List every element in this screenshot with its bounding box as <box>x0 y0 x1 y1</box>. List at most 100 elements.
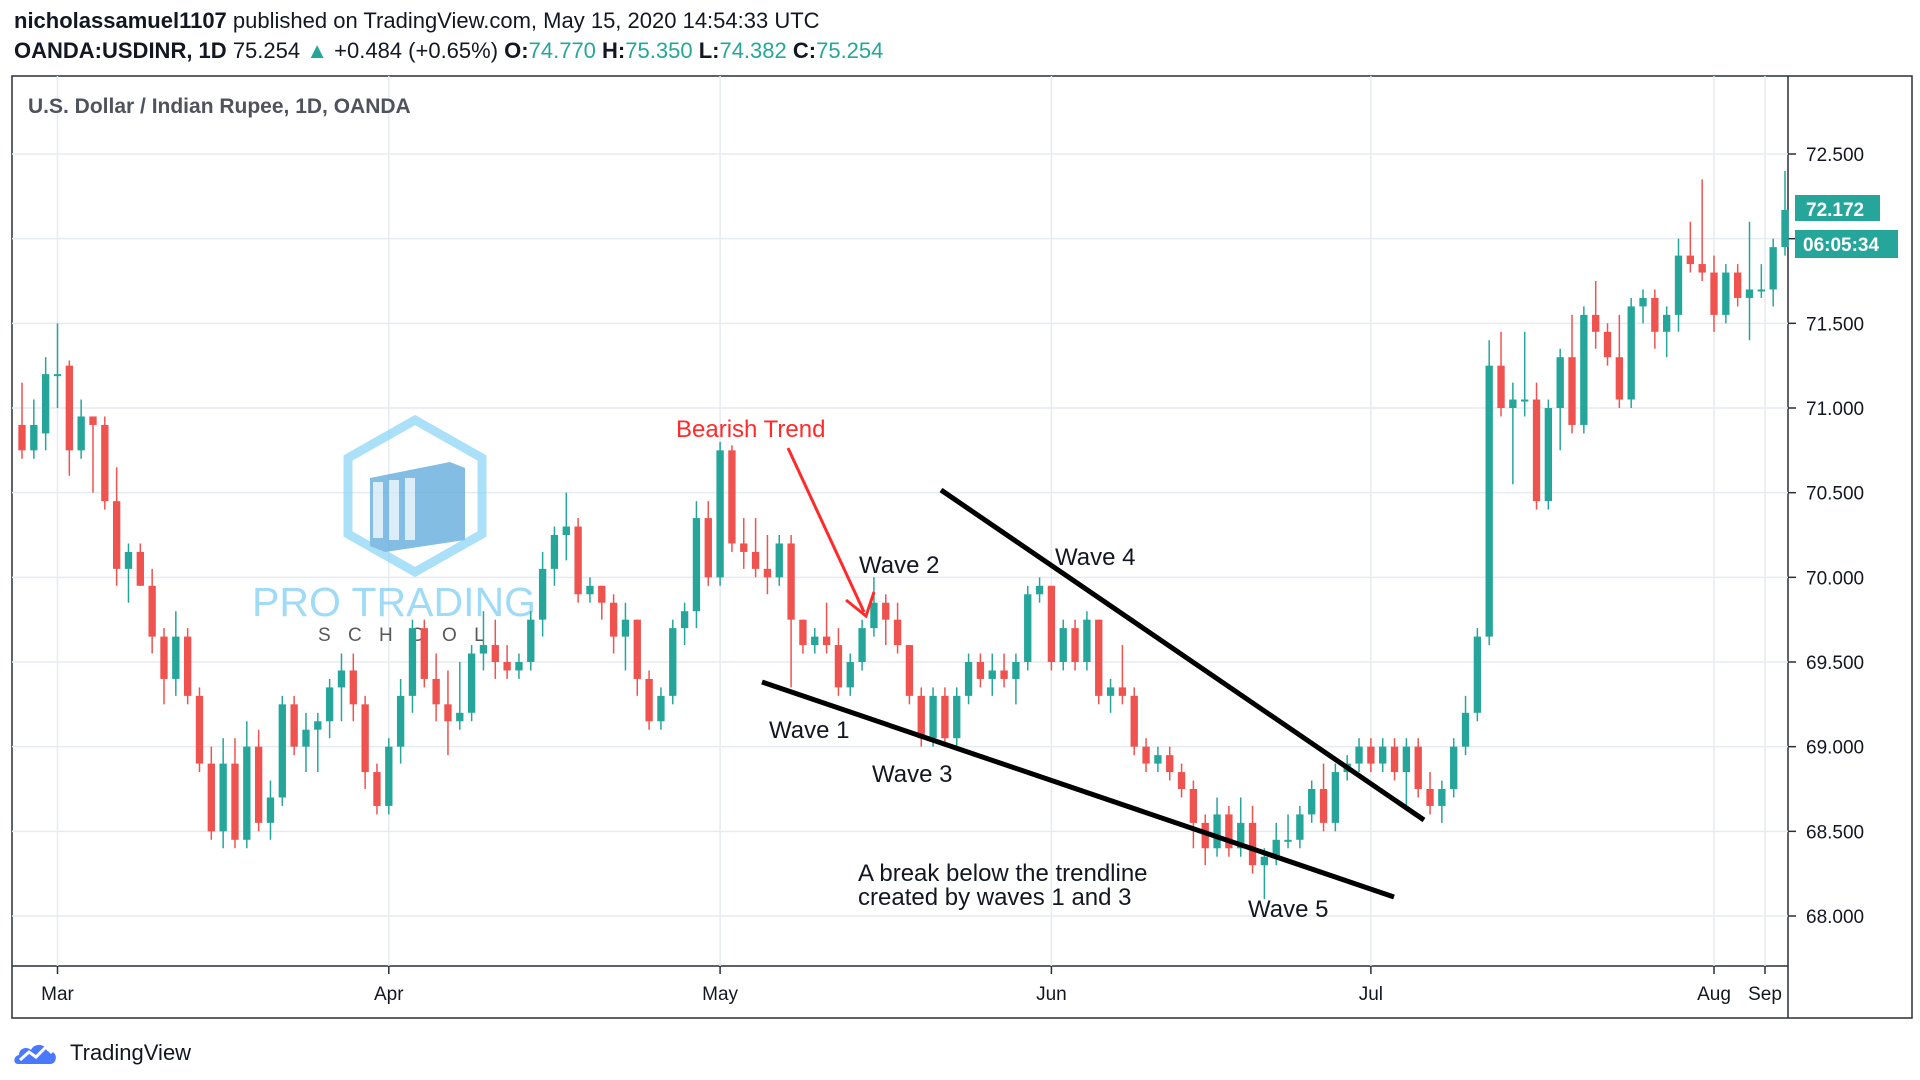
candle <box>905 645 914 705</box>
candle-body <box>1544 408 1553 502</box>
candle-body <box>503 662 511 671</box>
candle-body <box>787 543 795 620</box>
candle-body <box>432 678 440 705</box>
candle-body <box>751 551 760 569</box>
candle-body <box>1024 594 1032 662</box>
candle-body <box>1485 365 1493 637</box>
candle <box>148 568 156 654</box>
candle <box>408 619 417 713</box>
candle-body <box>444 704 452 722</box>
candle <box>870 577 878 637</box>
candle <box>929 687 937 747</box>
close-value: 75.254 <box>816 38 884 63</box>
candle-body <box>456 712 464 722</box>
logo-bar <box>389 480 399 540</box>
candle-body <box>1698 264 1706 273</box>
candle <box>645 670 653 730</box>
ohlc-header: OANDA:USDINR, 1D 75.254 ▲ +0.484 (+0.65%… <box>14 38 883 64</box>
candle <box>1722 264 1730 324</box>
candle <box>420 619 428 688</box>
open-value: 74.770 <box>528 38 596 63</box>
candle-body <box>160 636 168 679</box>
candle <box>1024 585 1032 671</box>
candle <box>361 695 369 789</box>
candle <box>538 551 547 637</box>
publisher-name[interactable]: nicholassamuel1107 <box>14 8 227 33</box>
candle <box>89 416 97 493</box>
candle-body <box>266 797 275 823</box>
candle <box>1663 306 1671 358</box>
y-tick-label: 71.500 <box>1806 314 1864 335</box>
candle-body <box>479 645 488 654</box>
candle-body <box>1426 789 1434 806</box>
candle-body <box>1615 357 1624 400</box>
watermark-subtitle: S C H O O L <box>318 625 491 646</box>
candle <box>1367 738 1375 773</box>
tradingview-footer[interactable]: TradingView <box>12 1038 191 1068</box>
candle <box>1213 797 1221 857</box>
candle-body <box>1509 399 1517 408</box>
candle <box>1461 695 1470 756</box>
candle <box>1592 281 1600 349</box>
candle-body <box>219 763 227 832</box>
chart-title: U.S. Dollar / Indian Rupee, 1D, OANDA <box>28 95 411 118</box>
candle-body <box>41 374 50 434</box>
last-price: 75.254 <box>232 38 301 63</box>
tradingview-cloud-icon <box>14 1044 56 1064</box>
candle <box>243 721 251 849</box>
candle <box>763 535 772 595</box>
candle-body <box>775 543 783 578</box>
publish-header: nicholassamuel1107 published on TradingV… <box>14 8 820 34</box>
candle <box>1319 763 1328 832</box>
candle-body <box>361 704 369 773</box>
candle-body <box>669 628 677 696</box>
candle <box>633 619 641 696</box>
y-tick-label: 71.000 <box>1806 399 1864 420</box>
candle-body <box>1154 755 1162 764</box>
candle <box>1083 611 1091 671</box>
lower-trendline[interactable] <box>761 679 1395 900</box>
open-label: O: <box>504 38 529 63</box>
hexagon-logo-icon <box>343 414 487 578</box>
candle-body <box>148 585 156 637</box>
candle <box>811 628 819 654</box>
candle <box>953 687 961 747</box>
candle <box>1260 848 1269 900</box>
candle-body <box>704 518 712 578</box>
candle <box>728 445 736 552</box>
candle-body <box>1379 746 1387 764</box>
candle-body <box>1390 746 1399 773</box>
candle-body <box>692 518 701 612</box>
candle <box>290 695 298 756</box>
candle <box>373 763 381 815</box>
candle <box>325 678 334 739</box>
candle <box>1639 289 1647 324</box>
candle-body <box>65 365 73 451</box>
candle-body <box>1663 314 1671 332</box>
candle <box>456 662 464 730</box>
candle <box>858 619 866 671</box>
x-tick-label: Aug <box>1697 984 1731 1005</box>
candle-body <box>302 729 310 747</box>
logo-bar <box>373 482 383 538</box>
low-label: L: <box>698 38 720 63</box>
candle <box>1012 653 1020 705</box>
candle <box>77 399 85 459</box>
upper-trendline[interactable] <box>939 487 1426 823</box>
candle <box>1615 314 1624 408</box>
candle <box>787 535 795 688</box>
y-tick-label: 70.500 <box>1806 484 1864 505</box>
candle-body <box>396 695 405 747</box>
candle-body <box>1248 822 1257 866</box>
candle-body <box>1308 789 1316 815</box>
candle <box>1390 738 1399 781</box>
candle <box>337 653 346 722</box>
cube-logo-icon <box>370 462 465 552</box>
candle-body <box>964 662 973 696</box>
wave5-label: Wave 5 <box>1248 896 1328 923</box>
candle-body <box>325 687 334 722</box>
arrow-head-icon <box>845 591 876 619</box>
candles <box>18 170 1789 900</box>
candle-body <box>609 602 618 637</box>
